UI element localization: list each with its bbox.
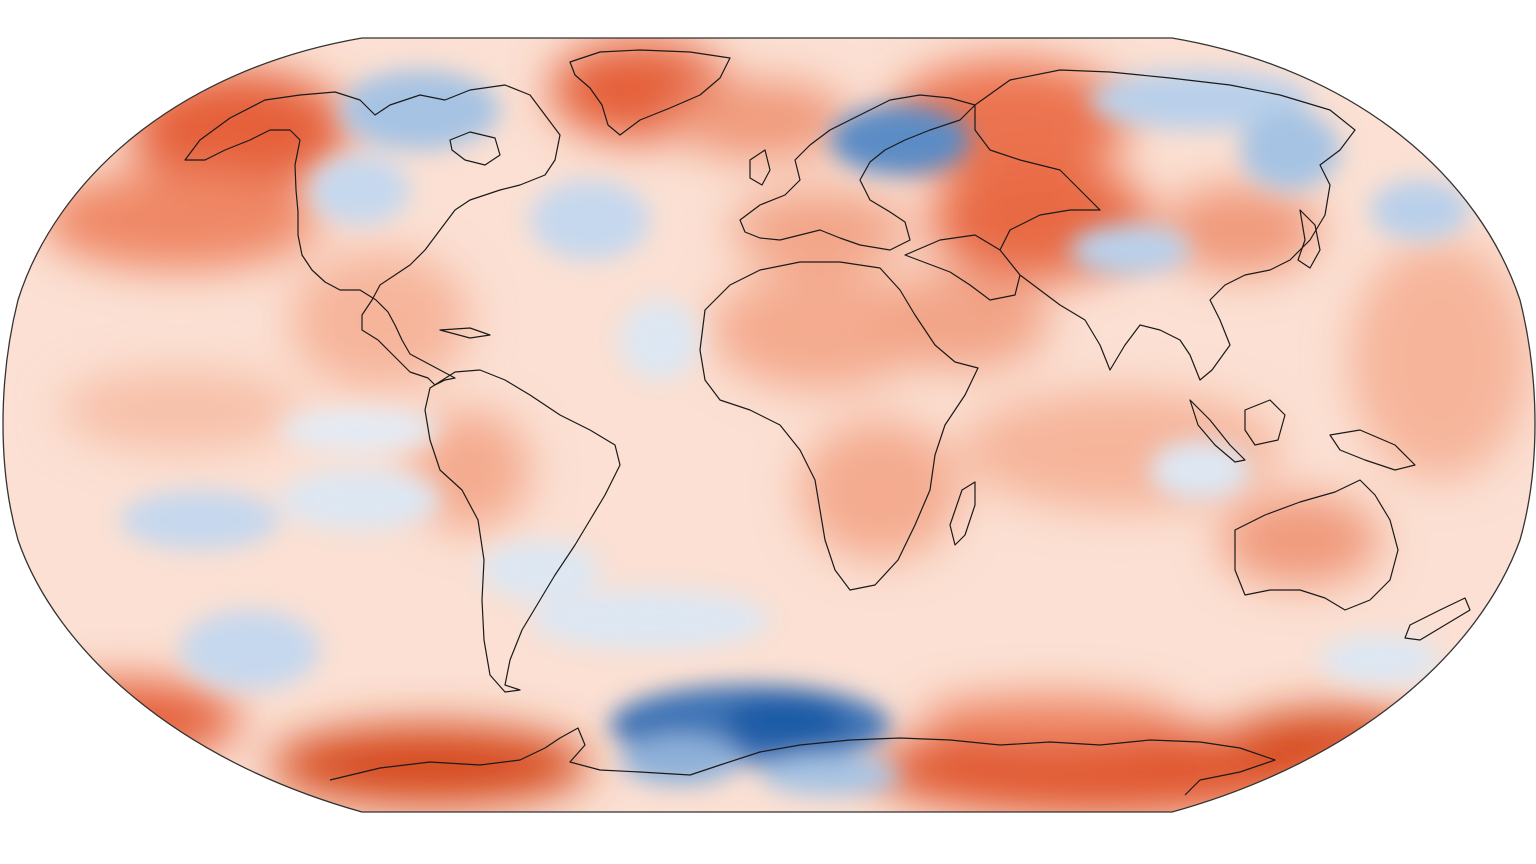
coast-north-america — [184, 84, 561, 386]
coast-south-america — [424, 369, 621, 693]
coast-new-zealand — [1404, 597, 1471, 641]
coast-madagascar — [949, 481, 976, 546]
coast-borneo — [1244, 399, 1286, 446]
coast-greenland — [569, 49, 731, 136]
coast-hudson — [449, 131, 501, 166]
coast-australia — [1234, 479, 1399, 611]
cool-anomalies — [120, 70, 1470, 795]
coastlines — [184, 49, 1471, 796]
coast-japan — [1297, 209, 1321, 269]
coast-africa — [699, 261, 979, 591]
coast-british-isles — [749, 149, 771, 186]
coast-new-guinea — [1329, 429, 1416, 471]
coast-sumatra — [1189, 399, 1246, 463]
map-frame — [2, 37, 1536, 813]
coast-cuba — [439, 327, 491, 339]
coast-antarctica — [329, 727, 1276, 796]
coast-asia — [904, 69, 1356, 381]
warm-anomalies — [3, 40, 1530, 812]
coast-europe — [739, 94, 976, 251]
